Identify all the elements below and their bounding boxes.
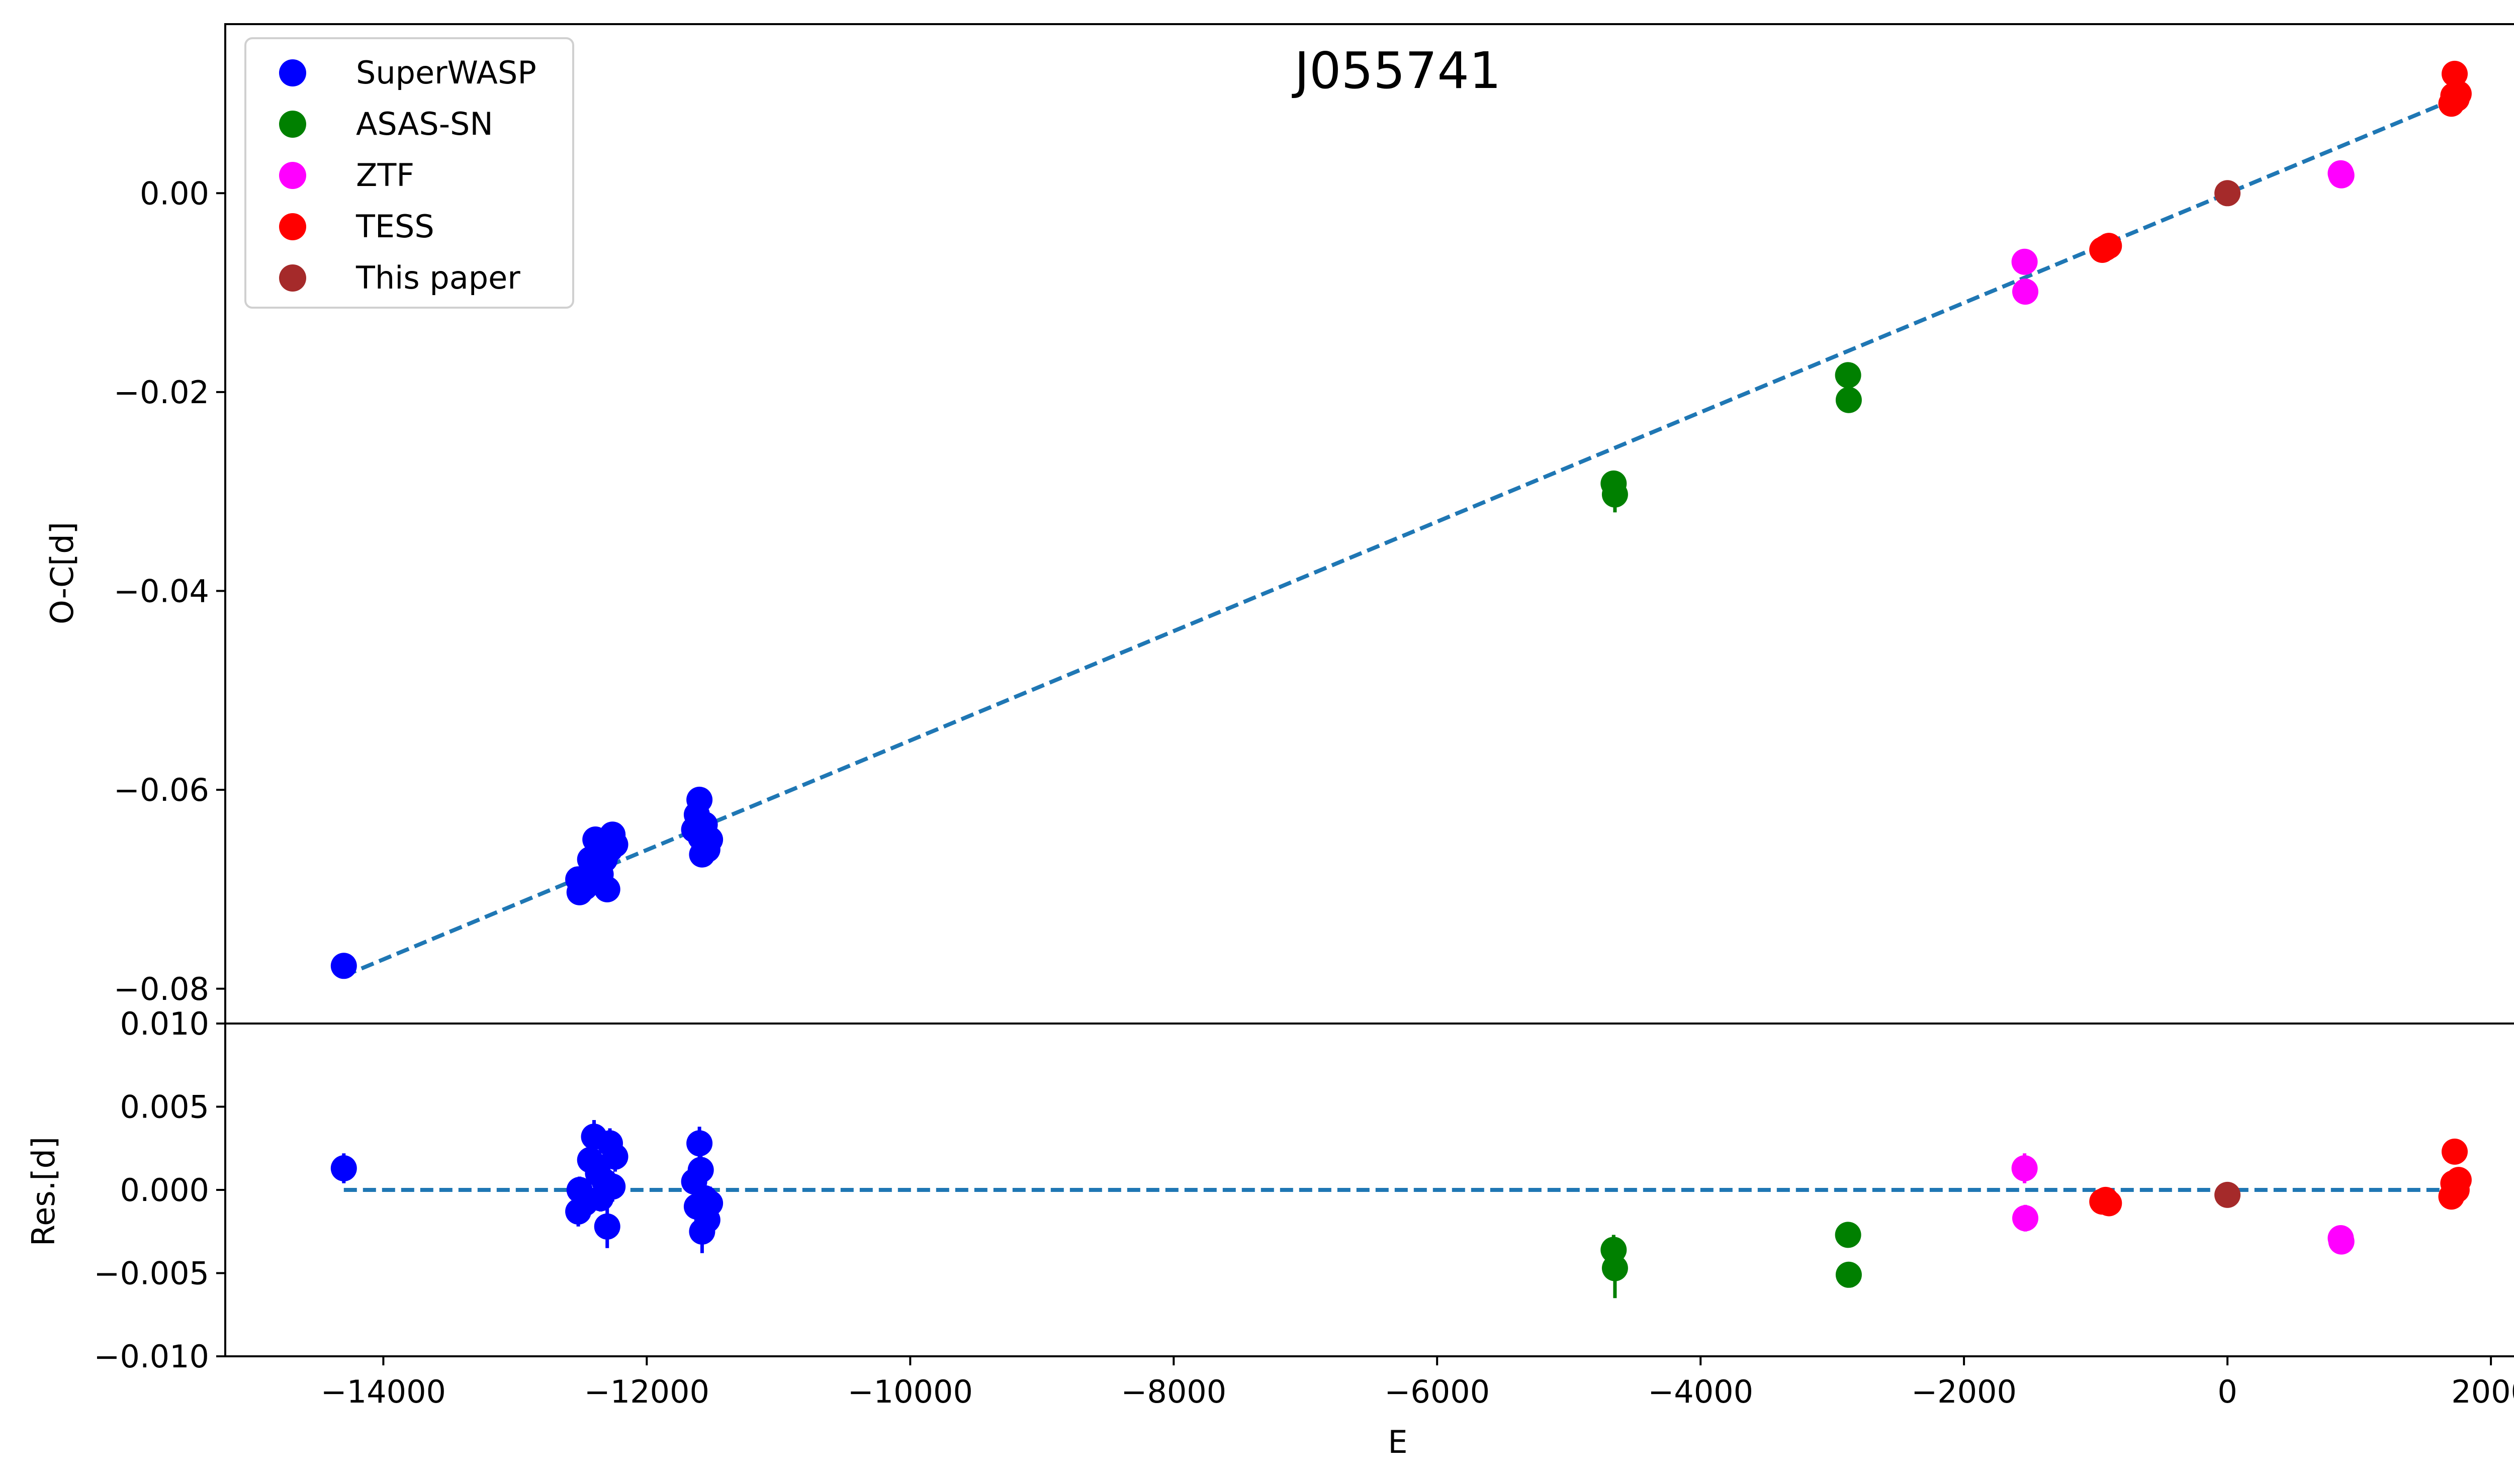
oc-series-this-paper	[2214, 180, 2241, 207]
data-point	[2442, 1138, 2468, 1165]
axes-frame	[224, 23, 2514, 1357]
legend-label: ASAS-SN	[356, 106, 493, 142]
y-tick-label: −0.04	[114, 573, 209, 610]
data-point	[697, 826, 724, 853]
chart-title: J055741	[1291, 41, 1501, 100]
residual-series-tess	[2089, 1138, 2472, 1217]
y-tick-label: −0.02	[114, 374, 209, 411]
data-point	[2012, 279, 2038, 305]
data-point	[2445, 80, 2472, 107]
data-point	[2096, 233, 2122, 259]
data-point	[2011, 1155, 2038, 1181]
oc-y-axis-label: O-C[d]	[44, 522, 80, 624]
data-point	[1601, 481, 1628, 508]
x-tick-label: −6000	[1384, 1373, 1490, 1410]
legend-marker	[279, 59, 306, 86]
legend-label: SuperWASP	[356, 54, 536, 91]
data-point	[602, 831, 628, 858]
data-point	[686, 1130, 713, 1157]
legend-marker	[279, 213, 306, 240]
data-point	[2445, 1167, 2472, 1193]
data-point	[1835, 1261, 1862, 1288]
legend-item-superwasp: SuperWASP	[279, 54, 536, 91]
data-point	[2328, 1228, 2355, 1255]
x-tick-label: −10000	[848, 1373, 973, 1410]
residual-y-ticks: 0.010 0.005 0.000 −0.005 −0.010	[94, 1005, 225, 1375]
y-tick-label: −0.005	[94, 1255, 209, 1292]
x-tick-label: −12000	[584, 1373, 709, 1410]
legend-item-this-paper: This paper	[279, 259, 520, 296]
data-point	[2442, 60, 2468, 87]
y-tick-label: 0.005	[120, 1089, 210, 1126]
data-point	[599, 1173, 626, 1200]
oc-series-tess	[2089, 60, 2472, 263]
data-point	[330, 953, 357, 979]
data-point	[594, 1213, 620, 1240]
data-point	[1601, 1255, 1628, 1281]
oc-series-superwasp	[330, 786, 724, 979]
legend-item-ztf: ZTF	[279, 157, 414, 194]
x-tick-label: 0	[2217, 1373, 2237, 1410]
legend-marker	[279, 111, 306, 138]
data-point	[1835, 1222, 1861, 1248]
y-tick-label: 0.010	[120, 1005, 210, 1042]
data-point	[2096, 1190, 2122, 1217]
residual-series-superwasp	[330, 1120, 724, 1253]
x-tick-label: −2000	[1911, 1373, 2017, 1410]
data-point	[1835, 362, 1861, 389]
legend-label: ZTF	[356, 157, 414, 194]
residual-panel: 0.010 0.005 0.000 −0.005 −0.010 −14000 −12000…	[25, 1005, 2514, 1460]
oc-plot-area	[330, 60, 2472, 979]
x-tick-label: −8000	[1121, 1373, 1226, 1410]
x-axis-label: E	[1388, 1424, 1407, 1460]
legend-label: This paper	[355, 259, 520, 296]
residual-series-this-paper	[2214, 1181, 2241, 1208]
data-point	[2214, 180, 2241, 207]
y-tick-label: −0.06	[114, 772, 209, 808]
y-tick-label: 0.000	[120, 1172, 210, 1209]
x-tick-label: −14000	[321, 1373, 446, 1410]
oc-y-ticks: 0.00 −0.02 −0.04 −0.06 −0.08	[114, 175, 225, 1007]
y-tick-label: 0.00	[140, 175, 209, 212]
data-point	[2012, 1205, 2038, 1232]
data-point	[2011, 248, 2038, 275]
x-ticks: −14000 −12000 −10000 −8000 −6000 −4000 −2000 0 2…	[321, 1356, 2514, 1410]
oc-panel: J055741 0.00 −0.02 −0.04 −0.06 −0.08 O-C[d]	[44, 41, 2472, 1007]
data-point	[2328, 162, 2355, 189]
data-point	[594, 876, 620, 902]
legend-frame	[244, 37, 574, 309]
legend-marker	[279, 162, 306, 189]
oc-series-ztf	[2011, 160, 2355, 305]
data-point	[602, 1143, 628, 1170]
data-point	[2214, 1181, 2241, 1208]
oc-series-asas-sn	[1600, 362, 1862, 513]
residual-plot-area	[330, 1120, 2472, 1298]
legend-item-asas-sn: ASAS-SN	[279, 106, 493, 142]
x-tick-label: 2000	[2451, 1373, 2514, 1410]
y-tick-label: −0.010	[94, 1338, 209, 1375]
residual-series-asas-sn	[1600, 1222, 1862, 1298]
data-point	[687, 1157, 714, 1183]
residual-y-axis-label: Res.[d]	[25, 1137, 62, 1246]
data-point	[686, 786, 713, 813]
legend-marker	[279, 264, 306, 292]
legend-item-tess: TESS	[279, 208, 434, 245]
x-tick-label: −4000	[1648, 1373, 1753, 1410]
residual-series-ztf	[2011, 1153, 2355, 1255]
data-point	[330, 1155, 357, 1181]
data-point	[697, 1190, 724, 1217]
data-point	[1835, 387, 1862, 413]
legend: SuperWASP ASAS-SN ZTF TESS This paper	[244, 37, 574, 309]
legend-label: TESS	[355, 208, 434, 245]
y-tick-label: −0.08	[114, 971, 209, 1007]
